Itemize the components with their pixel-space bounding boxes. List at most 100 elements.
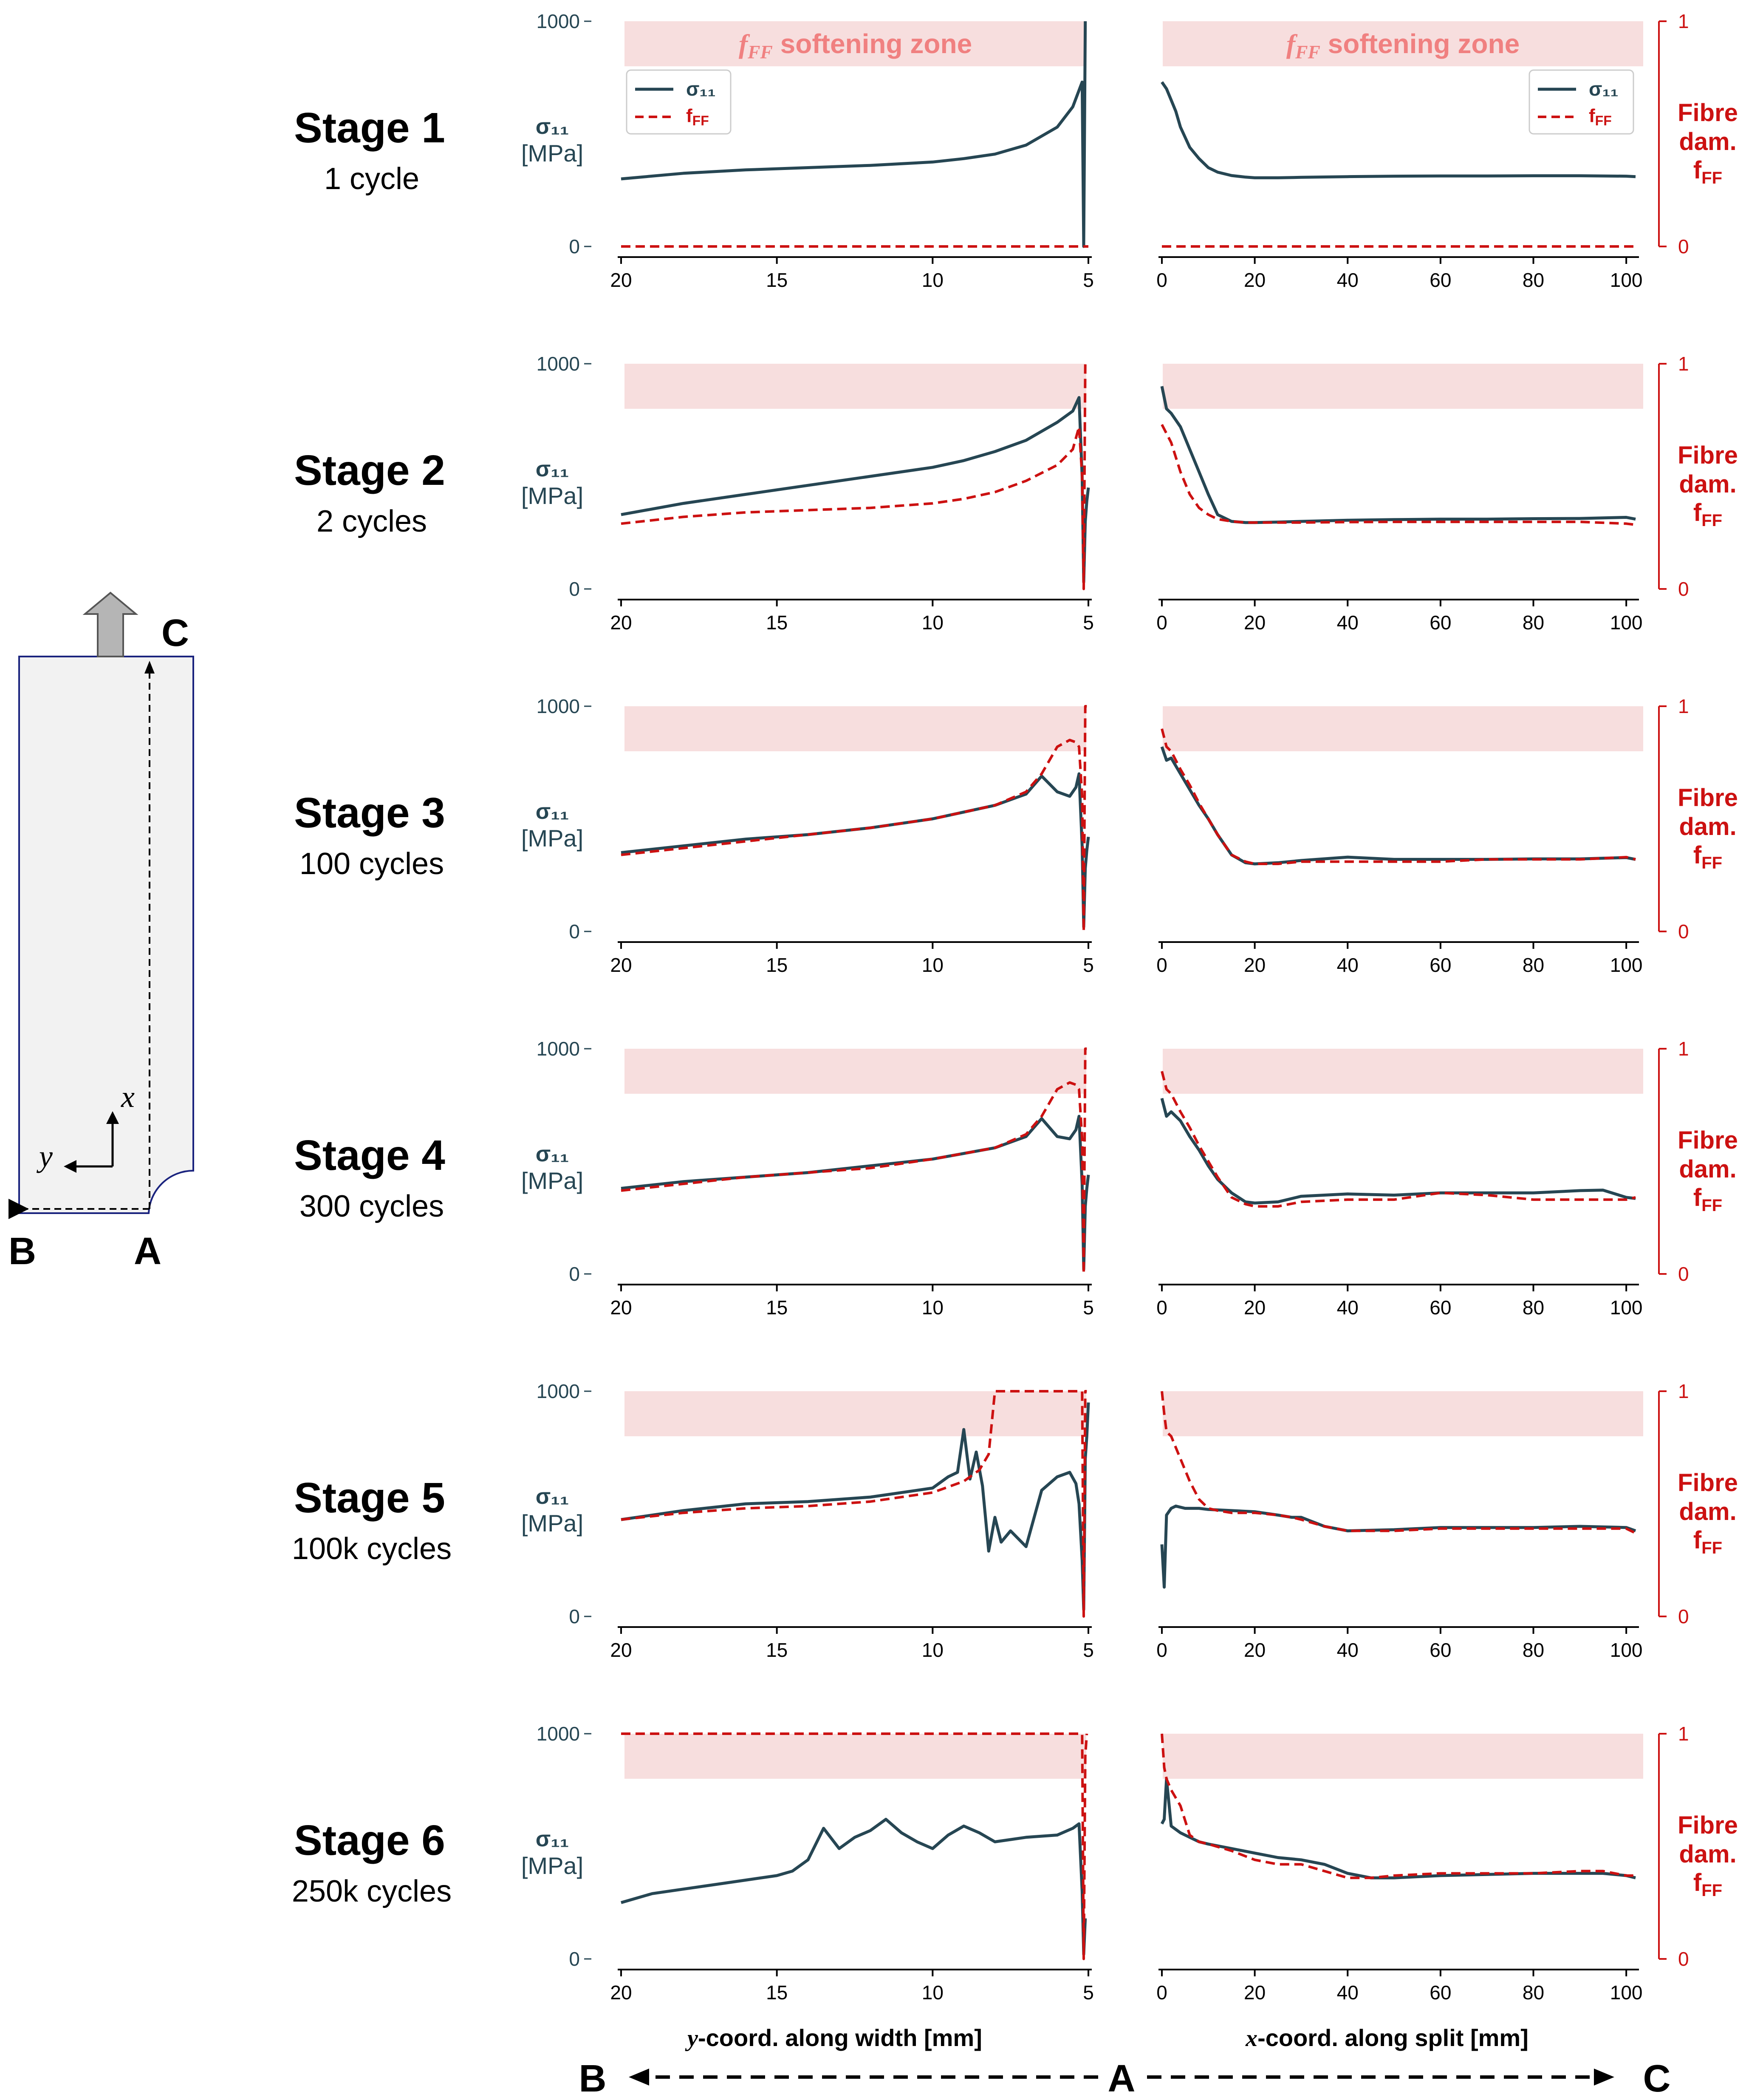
softening-zone [624,21,1086,66]
y2-axis-label-line2: dam. [1679,1840,1736,1868]
x-tick-label: 60 [1430,1981,1451,2004]
stage-subtitle: 100 cycles [299,847,444,881]
y2-axis-label-line2: dam. [1679,470,1736,498]
x-tick-label: 10 [922,269,944,291]
x-tick-label: 100 [1610,1639,1643,1661]
series-stress-line [1160,1098,1636,1205]
softening-zone [624,706,1086,751]
x-tick-label: 15 [766,954,788,976]
panel-width: 20 15 10 5 0 1000 [537,1380,1094,1661]
stage-subtitle: 100k cycles [292,1532,452,1566]
x-tick-label: 5 [1083,1296,1094,1319]
x-tick-label: 20 [1244,1981,1266,2004]
panel-split: 0 20 40 60 80 100 0 1 [1156,353,1689,634]
x-tick-label: 15 [766,1981,788,2004]
y2-axis-label-line1: Fibre [1678,1811,1738,1839]
x-tick-label: 15 [766,269,788,291]
x-tick-label: 20 [610,1639,632,1661]
x-tick-label: 60 [1430,1296,1451,1319]
stage-title: Stage 1 [294,104,445,152]
y-tick-label: 0 [569,578,580,600]
path-arrowhead-b [629,2069,649,2086]
stage-title: Stage 4 [294,1132,445,1179]
x-tick-label: 80 [1523,1981,1544,2004]
x-tick-label: 0 [1156,1981,1167,2004]
bottom-annotations: y-coord. along width [mm] x-coord. along… [579,2024,1671,2100]
series-stress-line [621,1402,1090,1611]
y2-tick-label: 0 [1678,1263,1689,1285]
y-tick-label: 0 [569,920,580,942]
y2-axis-label-line2: dam. [1679,128,1736,156]
series-stress-line [621,1115,1090,1271]
y-tick-label: 0 [569,1605,580,1627]
y-axis-label-unit: [MPa] [521,140,583,167]
y2-tick-label: 1 [1678,1380,1689,1402]
x-tick-label: 5 [1083,1639,1094,1661]
stage-title: Stage 6 [294,1817,445,1864]
y2-axis-label-line3: fFF [1693,499,1722,530]
x-tick-label: 0 [1156,954,1167,976]
x-tick-label: 80 [1523,954,1544,976]
softening-zone [1163,1391,1643,1436]
series-fibre-damage-line [621,1732,1088,1960]
point-b-label: B [8,1230,36,1273]
legend-stress-label: σ₁₁ [686,78,716,100]
stage-title: Stage 3 [294,789,445,837]
x-tick-label: 80 [1523,269,1544,291]
path-c-arrowhead [144,661,155,674]
y2-axis-label-line3: fFF [1693,156,1722,187]
y2-tick-label: 1 [1678,1038,1689,1060]
stage-title: Stage 5 [294,1474,445,1522]
y-tick-label: 0 [569,1263,580,1285]
x-tick-label: 10 [922,954,944,976]
x-tick-label: 60 [1430,954,1451,976]
y2-tick-label: 1 [1678,695,1689,717]
x-tick-label: 5 [1083,1981,1094,2004]
y2-tick-label: 0 [1678,1605,1689,1627]
x-tick-label: 40 [1337,269,1359,291]
path-label-c: C [1643,2058,1671,2100]
softening-zone [1163,1734,1643,1779]
y2-axis-label-line3: fFF [1693,1184,1722,1215]
y-axis-label-sigma: σ₁₁ [536,457,569,481]
x-tick-label: 80 [1523,611,1544,634]
x-tick-label: 5 [1083,954,1094,976]
series-fibre-damage-line [621,1047,1087,1275]
y2-axis-label-line1: Fibre [1678,99,1738,127]
series-stress-line [1160,1777,1636,1879]
series-fibre-damage-line [621,705,1087,933]
stage-subtitle: 2 cycles [316,504,427,538]
x-tick-label: 15 [766,611,788,634]
y-tick-label: 0 [569,1948,580,1970]
series-stress-line [621,1817,1087,1956]
softening-zone [1163,364,1643,409]
x-tick-label: 40 [1337,611,1359,634]
x-tick-label: 10 [922,1981,944,2004]
x-tick-label: 60 [1430,611,1451,634]
y2-axis-label-line2: dam. [1679,813,1736,841]
series-stress-line [1160,746,1636,866]
legend: σ₁₁ fFF [1528,69,1634,135]
legend-stress-label: σ₁₁ [1589,78,1619,100]
y2-tick-label: 1 [1678,353,1689,375]
x-tick-label: 20 [1244,954,1266,976]
x-tick-label: 10 [922,1296,944,1319]
axis-y-label: y [36,1139,53,1173]
legend-damage-label: fFF [1589,105,1612,128]
panel-width: fFF softening zone 20 15 10 5 0 1000 σ₁₁ fFF [537,10,1094,291]
y-axis-label-unit: [MPa] [521,825,583,852]
x-tick-label: 40 [1337,1639,1359,1661]
y-tick-label: 1000 [537,10,580,32]
softening-zone [624,1734,1086,1779]
x-tick-label: 20 [610,611,632,634]
y2-tick-label: 0 [1678,578,1689,600]
x-tick-label: 100 [1610,269,1643,291]
series-fibre-damage-line [1161,1071,1636,1208]
path-label-a: A [1108,2058,1136,2100]
x-tick-label: 20 [610,954,632,976]
